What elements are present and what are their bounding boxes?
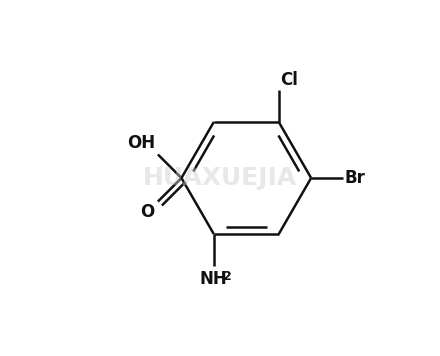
Text: O: O	[140, 203, 154, 221]
Text: HUAXUEJIA: HUAXUEJIA	[143, 166, 297, 190]
Text: Br: Br	[345, 169, 365, 187]
Text: NH: NH	[200, 270, 228, 288]
Text: OH: OH	[127, 134, 155, 152]
Text: 2: 2	[223, 270, 231, 283]
Text: Cl: Cl	[280, 70, 298, 89]
